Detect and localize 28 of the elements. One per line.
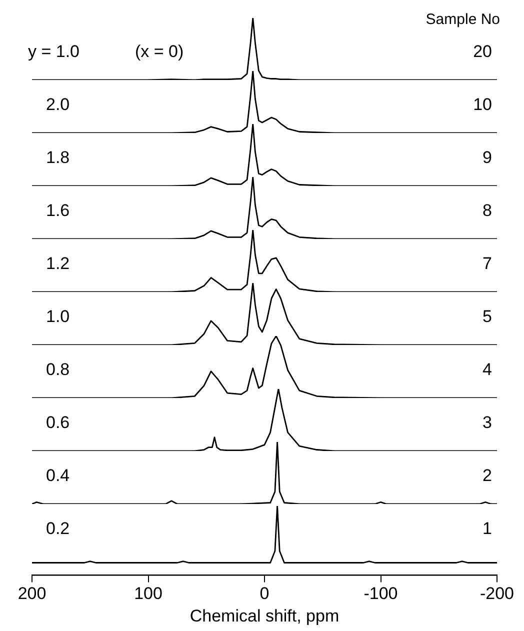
x-tick-label: 100 — [134, 584, 162, 604]
annotation: 8 — [482, 201, 492, 221]
annotation: Sample No — [426, 10, 500, 30]
annotation: 3 — [482, 413, 492, 433]
annotation: 0.6 — [46, 413, 70, 433]
annotation: 20 — [473, 42, 492, 62]
annotation: 0.2 — [46, 519, 70, 539]
annotation: 9 — [482, 148, 492, 168]
x-tick-label: 200 — [18, 584, 46, 604]
x-axis-title: Chemical shift, ppm — [190, 606, 340, 626]
annotation: 1.6 — [46, 201, 70, 221]
annotation: 1.0 — [46, 307, 70, 327]
annotation: 2.0 — [46, 95, 70, 115]
annotation: 4 — [482, 360, 492, 380]
annotation: 10 — [473, 95, 492, 115]
annotation: 0.4 — [46, 466, 70, 486]
annotation: 1.2 — [46, 254, 70, 274]
x-tick-label: 0 — [260, 584, 270, 604]
annotation: 5 — [482, 307, 492, 327]
annotation: 7 — [482, 254, 492, 274]
annotation: y = 1.0 — [28, 42, 80, 62]
annotation: (x = 0) — [135, 42, 184, 62]
annotation: 2 — [482, 466, 492, 486]
annotation: 0.8 — [46, 360, 70, 380]
annotation: 1.8 — [46, 148, 70, 168]
x-tick-label: -100 — [364, 584, 398, 604]
x-tick-label: -200 — [480, 584, 514, 604]
annotation: 1 — [482, 519, 492, 539]
